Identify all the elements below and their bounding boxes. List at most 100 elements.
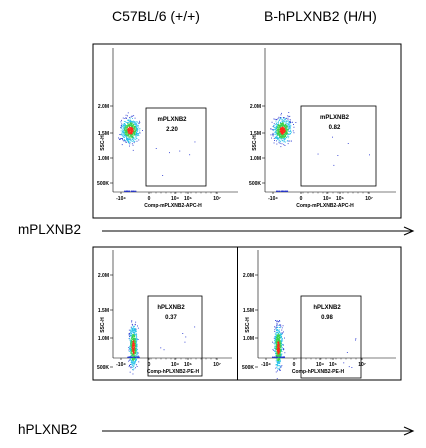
event-dot [286, 121, 288, 122]
event-dot [277, 131, 279, 133]
event-dot [129, 145, 130, 147]
event-dot [128, 123, 130, 125]
event-dot [136, 334, 138, 336]
event-dot [284, 133, 286, 135]
event-dot [128, 349, 130, 351]
event-dot [283, 127, 285, 129]
event-dot [280, 146, 282, 148]
event-dot [133, 340, 135, 342]
y-axis-title: SSC-H [245, 317, 251, 333]
event-dot [287, 143, 289, 145]
event-dot [279, 367, 281, 369]
x-tick-label: 0 [148, 362, 151, 368]
event-dot [122, 124, 124, 126]
axis-event-dot [272, 356, 274, 358]
event-dot [129, 358, 131, 359]
event-dot [133, 345, 135, 346]
event-dot [135, 345, 137, 347]
event-dot [270, 134, 272, 136]
event-dot [271, 137, 272, 139]
event-dot [278, 353, 279, 355]
event-dot [133, 133, 135, 135]
axis-event-dot [127, 356, 129, 358]
gated-event-dot [163, 349, 165, 351]
event-dot [124, 129, 125, 131]
event-dot [136, 130, 137, 132]
event-dot [278, 358, 279, 360]
event-dot [121, 123, 123, 125]
event-dot [134, 347, 136, 349]
event-dot [279, 347, 281, 349]
event-dot [275, 128, 277, 130]
y-tick-label: 500K [97, 365, 109, 371]
event-dot [276, 130, 278, 131]
event-dot [280, 333, 282, 335]
event-dot [130, 348, 132, 350]
gate-label: mPLXNB2 [320, 115, 350, 121]
event-dot [282, 136, 283, 137]
event-dot [282, 127, 284, 129]
event-dot [136, 133, 138, 134]
event-dot [123, 126, 125, 128]
event-dot [126, 125, 128, 127]
event-dot [276, 332, 278, 334]
event-dot [123, 132, 125, 133]
event-dot [127, 131, 129, 133]
event-dot [280, 350, 282, 351]
event-dot [131, 130, 133, 132]
event-dot [136, 129, 137, 130]
event-dot [279, 353, 280, 355]
event-dot [275, 351, 277, 352]
event-dot [124, 123, 125, 124]
event-dot [130, 367, 132, 369]
event-dot [278, 335, 280, 337]
event-dot [121, 138, 122, 139]
event-dot [280, 125, 282, 127]
event-dot [279, 133, 281, 135]
event-dot [281, 128, 283, 130]
event-dot [129, 358, 131, 360]
event-dot [136, 352, 138, 353]
x-tick-label: 10⁵ [184, 196, 193, 202]
event-dot [125, 121, 126, 123]
event-dot [278, 345, 280, 346]
x-tick-label: 10⁷ [365, 196, 373, 202]
event-dot [281, 351, 283, 352]
event-dot [279, 135, 281, 137]
axis-event-dot [274, 356, 276, 358]
event-dot [280, 349, 282, 351]
event-dot [133, 140, 134, 142]
event-dot [276, 344, 278, 346]
event-dot [135, 136, 137, 138]
x-tick-label: 10⁷ [213, 196, 221, 202]
event-dot [281, 336, 283, 338]
event-dot [129, 131, 130, 132]
event-dot [285, 133, 287, 135]
event-dot [295, 122, 297, 123]
event-dot [275, 126, 277, 128]
event-dot [287, 137, 289, 139]
event-dot [280, 137, 282, 139]
event-dot [278, 120, 279, 122]
event-dot [275, 320, 276, 321]
event-dot [286, 129, 288, 131]
event-dot [133, 338, 135, 339]
event-dot [133, 359, 135, 361]
event-dot [278, 125, 280, 126]
event-dot [131, 361, 133, 362]
event-dot [278, 361, 280, 363]
event-dot [274, 124, 276, 126]
mplxnb2-arrow-head [403, 226, 415, 236]
event-dot [281, 129, 283, 131]
event-dot [276, 359, 278, 361]
event-dot [134, 130, 136, 131]
event-dot [127, 139, 129, 141]
event-dot [130, 128, 132, 130]
event-dot [135, 349, 137, 351]
event-dot [137, 356, 139, 358]
event-dot [120, 125, 122, 127]
event-dot [289, 126, 291, 127]
event-dot [132, 336, 133, 338]
event-dot [277, 342, 279, 344]
event-dot [276, 137, 278, 138]
